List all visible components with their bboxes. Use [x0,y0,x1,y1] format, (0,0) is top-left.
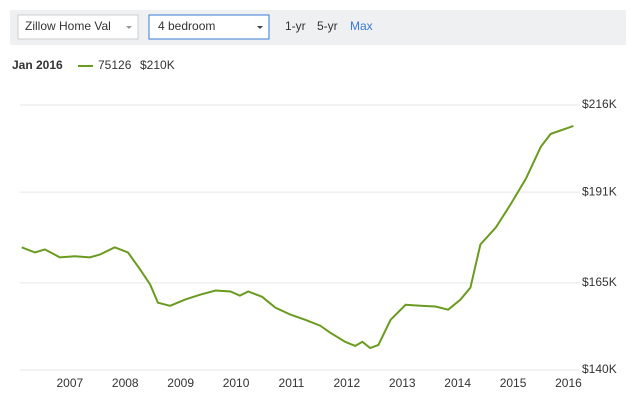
region-select[interactable] [17,14,139,40]
bedroom-select[interactable] [148,14,270,40]
region-select-text: Zillow Home Val [25,19,111,33]
x-tick-label: 2009 [167,376,194,390]
series-line [21,124,574,350]
x-tick-label: 2015 [500,376,527,390]
bedroom-select-text: 4 bedroom [158,19,215,33]
dropdown-arrow [257,26,263,29]
x-tick-label: 2014 [444,376,471,390]
x-tick-label: 2016 [555,376,582,390]
x-tick-label: 2008 [112,376,139,390]
legend-name: 75126 [98,58,132,72]
x-tick-label: 2010 [223,376,250,390]
y-tick-label: $216K [582,97,617,111]
legend-value: $210K [140,58,175,72]
x-tick-label: 2012 [334,376,361,390]
range-button-active[interactable]: Max [350,19,373,33]
range-button[interactable]: 1-yr [285,19,306,33]
dropdown-arrow [126,26,132,29]
range-button[interactable]: 5-yr [317,19,338,33]
y-tick-label: $165K [582,275,617,289]
y-tick-label: $140K [582,362,617,376]
y-tick-label: $191K [582,184,617,198]
x-tick-label: 2013 [389,376,416,390]
x-tick-label: 2011 [279,376,305,390]
x-tick-label: 2007 [57,376,84,390]
legend-date: Jan 2016 [12,58,63,72]
